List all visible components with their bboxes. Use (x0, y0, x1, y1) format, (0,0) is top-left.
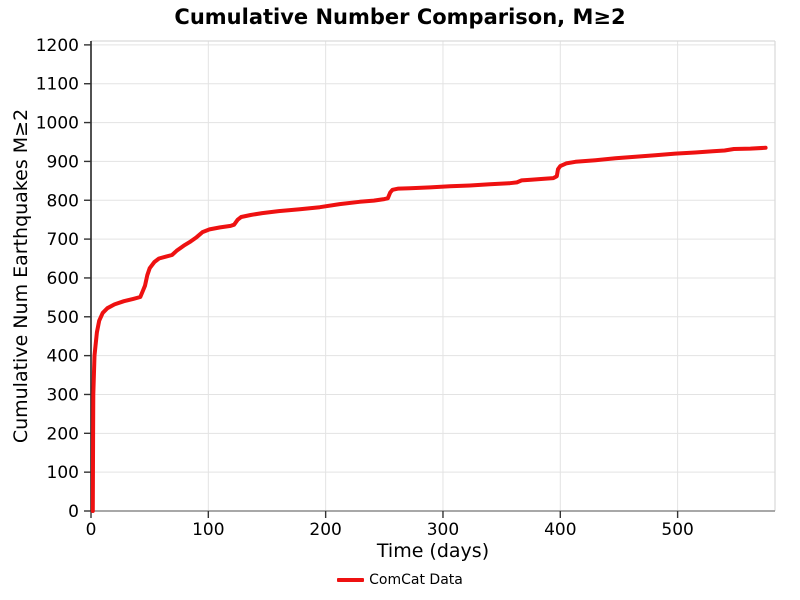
y-axis-label: Cumulative Num Earthquakes M≥2 (10, 108, 32, 444)
x-tick-label: 100 (192, 520, 224, 540)
y-tick-label: 700 (47, 230, 79, 250)
x-tick-label: 0 (86, 520, 97, 540)
legend-entry-label: ComCat Data (369, 572, 463, 588)
y-tick-label: 1000 (36, 114, 79, 134)
y-tick-label: 200 (47, 424, 79, 444)
y-tick-label: 300 (47, 385, 79, 405)
x-tick-label: 200 (309, 520, 341, 540)
legend: ComCat Data (0, 572, 800, 588)
y-tick-label: 800 (47, 191, 79, 211)
y-tick-label: 400 (47, 347, 79, 367)
y-tick-label: 600 (47, 269, 79, 289)
y-tick-label: 0 (68, 502, 79, 522)
y-tick-label: 900 (47, 152, 79, 172)
legend-line-swatch (337, 578, 365, 582)
x-tick-label: 400 (544, 520, 576, 540)
y-tick-label: 1200 (36, 36, 79, 56)
y-tick-label: 100 (47, 463, 79, 483)
x-tick-label: 300 (427, 520, 459, 540)
data-series-line (90, 145, 768, 513)
x-axis-label: Time (days) (376, 540, 490, 562)
y-tick-label: 500 (47, 308, 79, 328)
y-tick-label: 1100 (36, 75, 79, 95)
x-tick-label: 500 (661, 520, 693, 540)
chart-title: Cumulative Number Comparison, M≥2 (174, 5, 626, 29)
